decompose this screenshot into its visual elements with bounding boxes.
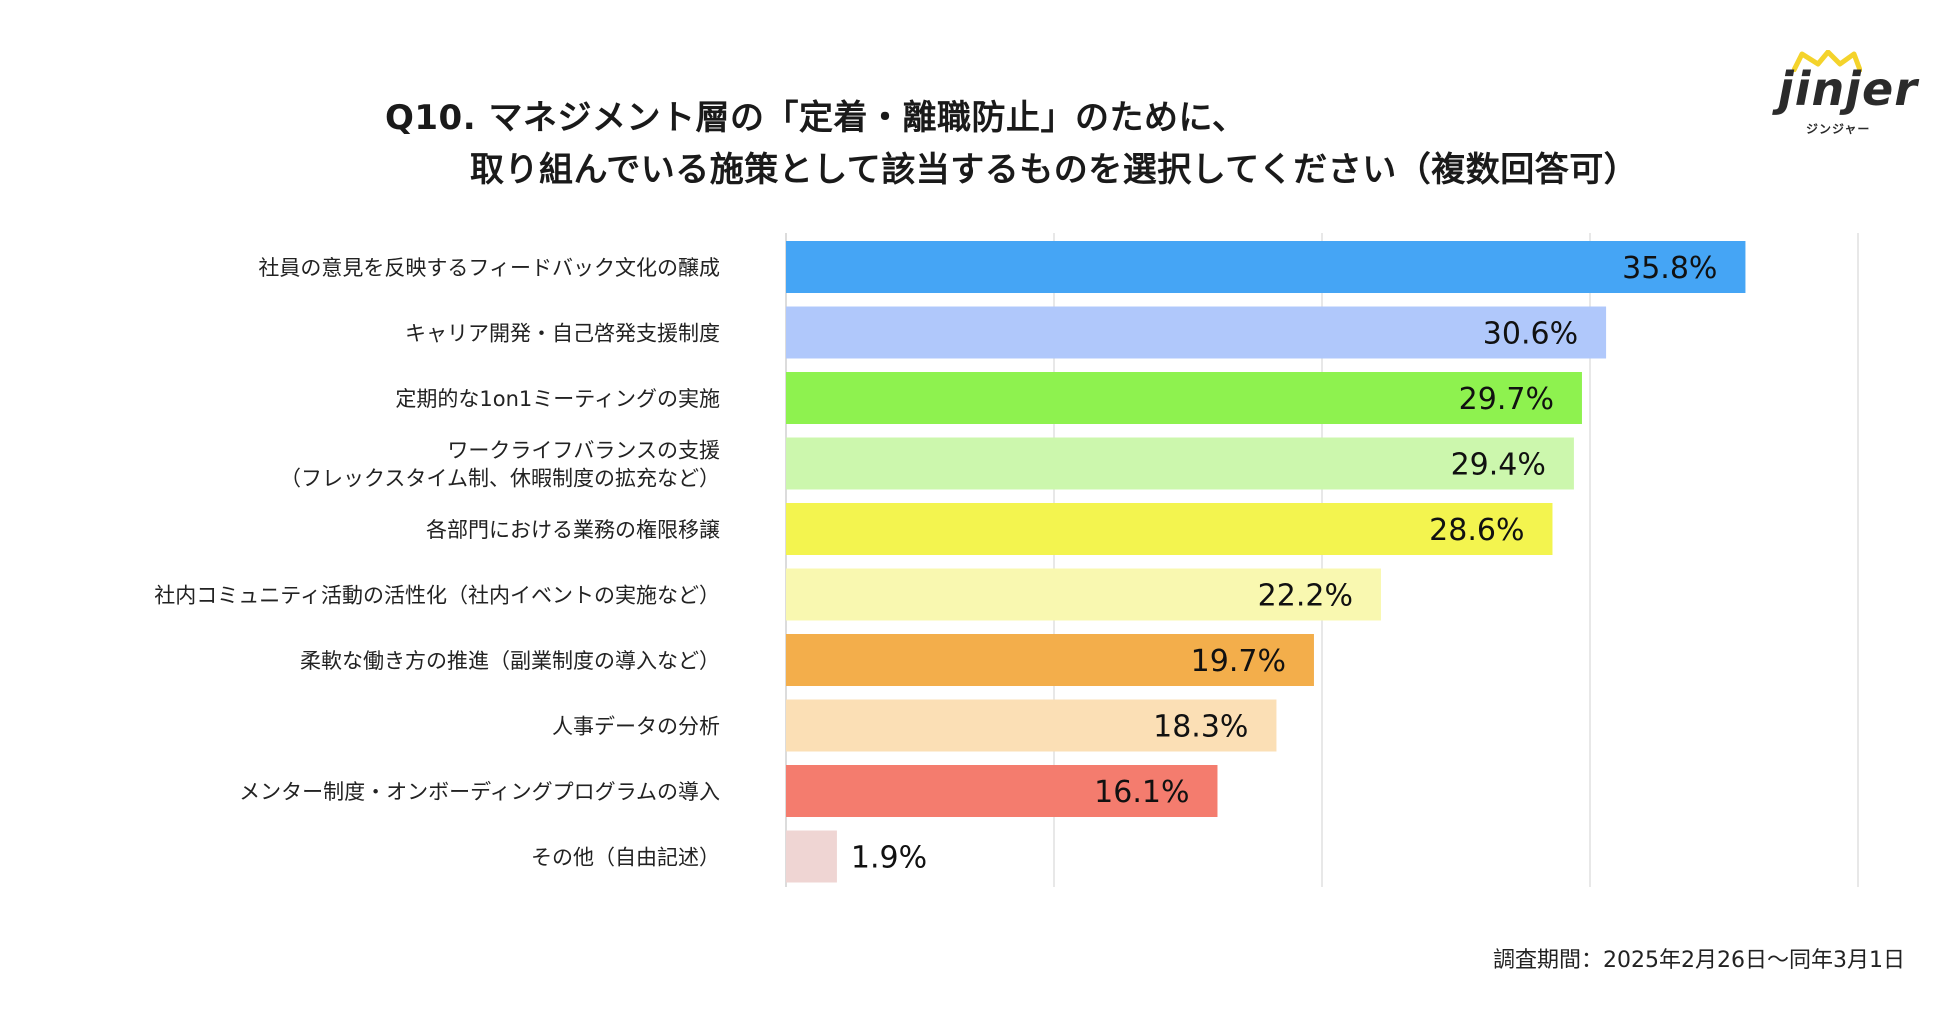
category-label: 社内コミュニティ活動の活性化（社内イベントの実施など） <box>154 584 720 608</box>
category-label: 人事データの分析 <box>552 715 720 739</box>
data-label: 22.2% <box>1258 579 1353 614</box>
bar <box>786 503 1553 555</box>
category-label: 社員の意見を反映するフィードバック文化の醸成 <box>258 256 720 280</box>
logo-subtitle: ジンジャー <box>1806 122 1871 136</box>
bar <box>786 568 1381 621</box>
bar <box>786 437 1574 490</box>
survey-period: 調査期間：2025年2月26日〜同年3月1日 <box>1493 948 1905 973</box>
chart-title-line-1: Q10. マネジメント層の「定着・離職防止」のために、 <box>385 98 1247 138</box>
data-label: 29.7% <box>1459 382 1554 417</box>
category-label: メンター制度・オンボーディングプログラムの導入 <box>239 780 720 804</box>
category-label: 柔軟な働き方の推進（副業制度の導入など） <box>300 649 720 673</box>
data-label: 29.4% <box>1451 448 1546 483</box>
category-label: （フレックスタイム制、休暇制度の拡充など） <box>280 467 720 491</box>
category-label: 各部門における業務の権限移譲 <box>426 518 720 542</box>
data-label: 18.3% <box>1153 710 1248 745</box>
bar <box>786 830 837 883</box>
data-label: 16.1% <box>1094 775 1189 810</box>
category-label: キャリア開発・自己啓発支援制度 <box>405 322 720 346</box>
jinjer-logo: jinjer ジンジャー <box>1772 50 1917 140</box>
bar <box>786 241 1746 293</box>
crown-icon <box>1792 50 1862 72</box>
bar <box>786 765 1218 817</box>
bar <box>786 372 1582 424</box>
data-label: 30.6% <box>1483 317 1578 352</box>
bar <box>786 306 1607 359</box>
chart-title-line-2: 取り組んでいる施策として該当するものを選択してください（複数回答可） <box>470 150 1639 190</box>
data-label: 35.8% <box>1622 251 1717 286</box>
category-label: ワークライフバランスの支援 <box>447 439 720 463</box>
bar <box>786 634 1314 686</box>
data-label: 1.9% <box>851 841 927 876</box>
category-label: 定期的な1on1ミーティングの実施 <box>395 387 720 411</box>
data-label: 19.7% <box>1191 644 1286 679</box>
category-label: その他（自由記述） <box>531 846 720 870</box>
data-label: 28.6% <box>1429 513 1524 548</box>
logo-wordmark: jinjer <box>1778 62 1918 116</box>
bar <box>786 699 1277 752</box>
